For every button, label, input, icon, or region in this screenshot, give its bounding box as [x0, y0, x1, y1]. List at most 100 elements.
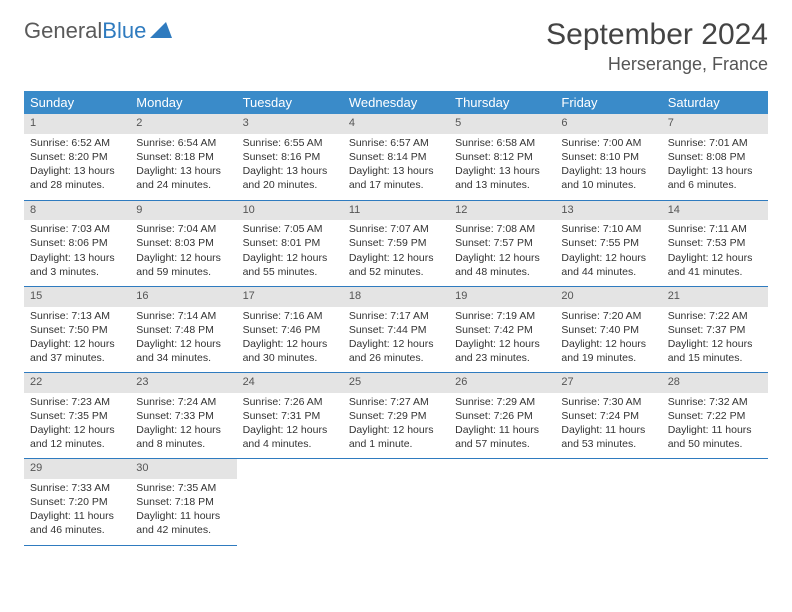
day-body: Sunrise: 7:24 AMSunset: 7:33 PMDaylight:… [130, 393, 236, 459]
title-block: September 2024 Herserange, France [546, 18, 768, 75]
day-line: Daylight: 11 hours [30, 510, 124, 523]
day-line: Sunset: 7:24 PM [561, 410, 655, 423]
calendar-cell [449, 459, 555, 545]
calendar-cell: 19Sunrise: 7:19 AMSunset: 7:42 PMDayligh… [449, 286, 555, 372]
day-number: 27 [555, 373, 661, 393]
day-number: 13 [555, 201, 661, 221]
day-line: and 28 minutes. [30, 179, 124, 192]
weekday-header: Wednesday [343, 91, 449, 114]
day-line: and 50 minutes. [668, 438, 762, 451]
location: Herserange, France [546, 54, 768, 75]
day-number: 14 [662, 201, 768, 221]
calendar-cell: 8Sunrise: 7:03 AMSunset: 8:06 PMDaylight… [24, 200, 130, 286]
day-line: Sunrise: 6:54 AM [136, 137, 230, 150]
day-line: and 15 minutes. [668, 352, 762, 365]
day-line: Daylight: 12 hours [136, 338, 230, 351]
day-line: Sunset: 7:20 PM [30, 496, 124, 509]
day-line: and 46 minutes. [30, 524, 124, 537]
day-line: Daylight: 13 hours [243, 165, 337, 178]
day-line: Sunset: 7:46 PM [243, 324, 337, 337]
day-number: 8 [24, 201, 130, 221]
day-line: and 23 minutes. [455, 352, 549, 365]
day-body: Sunrise: 6:55 AMSunset: 8:16 PMDaylight:… [237, 134, 343, 200]
day-line: Sunrise: 7:08 AM [455, 223, 549, 236]
day-line: and 10 minutes. [561, 179, 655, 192]
weekday-header: Sunday [24, 91, 130, 114]
day-line: Sunset: 7:55 PM [561, 237, 655, 250]
day-body: Sunrise: 7:03 AMSunset: 8:06 PMDaylight:… [24, 220, 130, 286]
day-line: and 55 minutes. [243, 266, 337, 279]
calendar-row: 22Sunrise: 7:23 AMSunset: 7:35 PMDayligh… [24, 373, 768, 459]
calendar-cell: 7Sunrise: 7:01 AMSunset: 8:08 PMDaylight… [662, 114, 768, 200]
day-line: Daylight: 12 hours [243, 424, 337, 437]
day-body: Sunrise: 6:52 AMSunset: 8:20 PMDaylight:… [24, 134, 130, 200]
day-line: Sunrise: 7:27 AM [349, 396, 443, 409]
calendar-cell: 29Sunrise: 7:33 AMSunset: 7:20 PMDayligh… [24, 459, 130, 545]
day-body: Sunrise: 7:35 AMSunset: 7:18 PMDaylight:… [130, 479, 236, 545]
day-line: Daylight: 12 hours [136, 252, 230, 265]
day-line: Sunrise: 7:22 AM [668, 310, 762, 323]
calendar-cell: 4Sunrise: 6:57 AMSunset: 8:14 PMDaylight… [343, 114, 449, 200]
day-number: 17 [237, 287, 343, 307]
day-line: Sunset: 8:01 PM [243, 237, 337, 250]
day-number: 3 [237, 114, 343, 134]
day-line: Sunrise: 7:32 AM [668, 396, 762, 409]
weekday-header: Tuesday [237, 91, 343, 114]
day-body: Sunrise: 7:01 AMSunset: 8:08 PMDaylight:… [662, 134, 768, 200]
day-line: Sunrise: 6:58 AM [455, 137, 549, 150]
day-line: and 59 minutes. [136, 266, 230, 279]
calendar-cell: 22Sunrise: 7:23 AMSunset: 7:35 PMDayligh… [24, 373, 130, 459]
day-line: and 42 minutes. [136, 524, 230, 537]
day-line: Daylight: 11 hours [136, 510, 230, 523]
day-line: Daylight: 12 hours [349, 252, 443, 265]
day-body: Sunrise: 7:33 AMSunset: 7:20 PMDaylight:… [24, 479, 130, 545]
day-line: Sunrise: 7:04 AM [136, 223, 230, 236]
day-number: 20 [555, 287, 661, 307]
calendar-cell: 11Sunrise: 7:07 AMSunset: 7:59 PMDayligh… [343, 200, 449, 286]
day-line: and 24 minutes. [136, 179, 230, 192]
day-line: and 44 minutes. [561, 266, 655, 279]
calendar-cell [237, 459, 343, 545]
day-body: Sunrise: 7:30 AMSunset: 7:24 PMDaylight:… [555, 393, 661, 459]
day-body: Sunrise: 7:10 AMSunset: 7:55 PMDaylight:… [555, 220, 661, 286]
day-body: Sunrise: 7:26 AMSunset: 7:31 PMDaylight:… [237, 393, 343, 459]
day-line: Sunset: 7:29 PM [349, 410, 443, 423]
day-line: Sunrise: 7:24 AM [136, 396, 230, 409]
calendar-row: 1Sunrise: 6:52 AMSunset: 8:20 PMDaylight… [24, 114, 768, 200]
calendar-cell [555, 459, 661, 545]
day-line: and 17 minutes. [349, 179, 443, 192]
day-line: Daylight: 12 hours [455, 338, 549, 351]
weekday-header: Saturday [662, 91, 768, 114]
day-line: Sunset: 7:53 PM [668, 237, 762, 250]
day-line: Sunrise: 7:17 AM [349, 310, 443, 323]
day-line: Daylight: 12 hours [243, 252, 337, 265]
day-line: and 41 minutes. [668, 266, 762, 279]
calendar-cell: 2Sunrise: 6:54 AMSunset: 8:18 PMDaylight… [130, 114, 236, 200]
day-number: 4 [343, 114, 449, 134]
calendar-cell: 26Sunrise: 7:29 AMSunset: 7:26 PMDayligh… [449, 373, 555, 459]
day-body: Sunrise: 7:16 AMSunset: 7:46 PMDaylight:… [237, 307, 343, 373]
day-number: 1 [24, 114, 130, 134]
calendar-cell: 25Sunrise: 7:27 AMSunset: 7:29 PMDayligh… [343, 373, 449, 459]
day-line: Daylight: 13 hours [349, 165, 443, 178]
day-line: Sunrise: 6:57 AM [349, 137, 443, 150]
day-line: Sunrise: 7:30 AM [561, 396, 655, 409]
calendar-cell [662, 459, 768, 545]
calendar-cell: 20Sunrise: 7:20 AMSunset: 7:40 PMDayligh… [555, 286, 661, 372]
day-line: and 12 minutes. [30, 438, 124, 451]
day-line: Sunrise: 7:11 AM [668, 223, 762, 236]
day-line: Sunset: 7:40 PM [561, 324, 655, 337]
day-line: Sunset: 8:06 PM [30, 237, 124, 250]
day-line: Sunrise: 7:29 AM [455, 396, 549, 409]
day-line: Sunset: 7:26 PM [455, 410, 549, 423]
day-line: Sunset: 7:42 PM [455, 324, 549, 337]
day-line: Daylight: 12 hours [455, 252, 549, 265]
day-number: 10 [237, 201, 343, 221]
logo-part1: General [24, 18, 102, 44]
day-number: 2 [130, 114, 236, 134]
day-line: Sunrise: 6:55 AM [243, 137, 337, 150]
logo: GeneralBlue [24, 18, 172, 44]
day-line: Daylight: 13 hours [30, 165, 124, 178]
day-line: Sunset: 8:10 PM [561, 151, 655, 164]
day-number: 22 [24, 373, 130, 393]
